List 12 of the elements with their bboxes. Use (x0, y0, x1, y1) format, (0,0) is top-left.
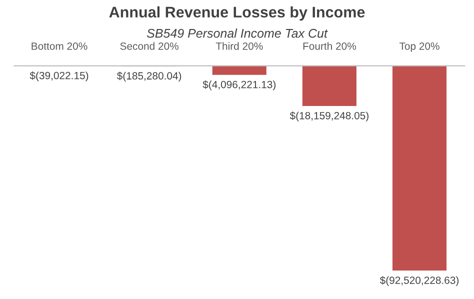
x-tick-label: Bottom 20% (32, 42, 88, 50)
data-label: $(4,096,221.13) (202, 80, 276, 90)
x-tick-label: Third 20% (216, 42, 263, 50)
chart-subtitle: SB549 Personal Income Tax Cut (146, 28, 328, 38)
data-label: $(18,159,248.05) (290, 112, 368, 122)
chart-title: Annual Revenue Losses by Income (109, 6, 365, 21)
x-tick-label: Top 20% (399, 42, 440, 52)
data-label: $(185,280.04) (116, 72, 182, 82)
x-tick-label: Fourth 20% (303, 42, 356, 50)
x-tick-label: Second 20% (120, 42, 178, 50)
data-label: $(92,520,228.63) (380, 276, 459, 286)
data-label: $(39,022.15) (30, 71, 88, 82)
